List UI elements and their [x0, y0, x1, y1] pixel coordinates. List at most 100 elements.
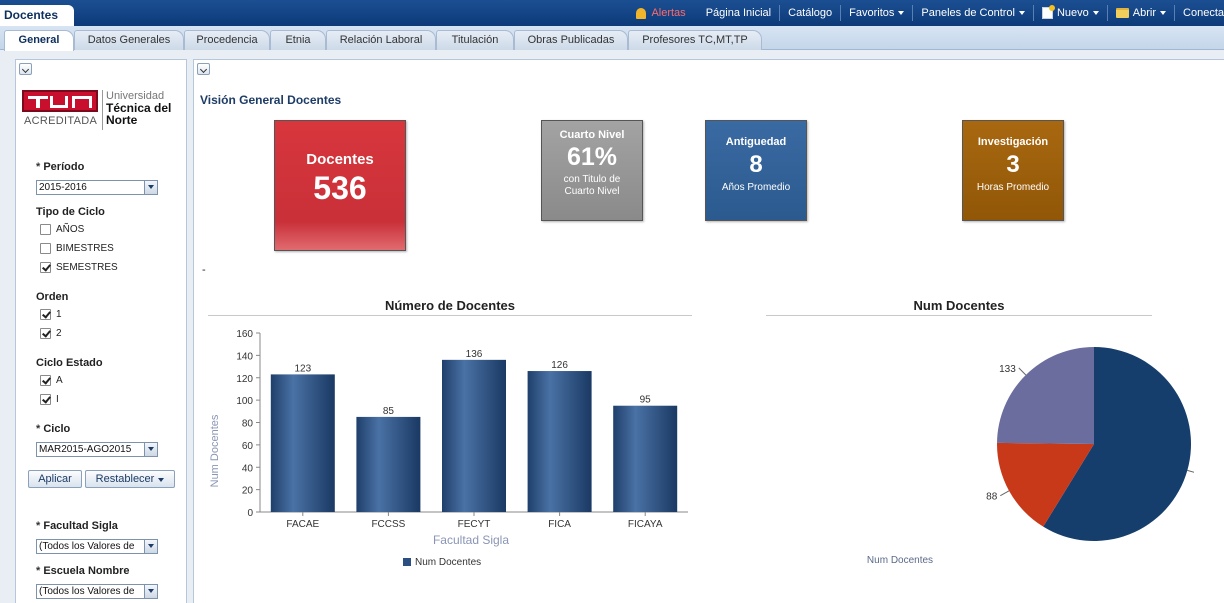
pie-leader-line — [1000, 490, 1010, 497]
university-logo: ACREDITADA Universidad Técnica del Norte — [22, 90, 182, 130]
bar-chart-x-axis-label: Facultad Sigla — [433, 533, 509, 547]
y-tick-label: 40 — [242, 463, 254, 474]
y-tick-label: 80 — [242, 419, 254, 430]
chevron-down-icon — [1092, 11, 1099, 15]
ciclo-select[interactable]: MAR2015-AGO2015 — [36, 442, 158, 457]
ciclo-estado-option-i[interactable]: I — [40, 394, 59, 405]
y-tick-label: 120 — [236, 374, 253, 385]
facultad-sigla-select[interactable]: (Todos los Valores de — [36, 539, 158, 554]
bar-ficaya[interactable] — [613, 405, 678, 512]
bar-value-label: 95 — [640, 395, 652, 406]
dashboards-menu[interactable]: Paneles de Control — [912, 5, 1033, 21]
tipo-ciclo-option-bimestres[interactable]: BIMESTRES — [40, 243, 114, 254]
checkbox-checked[interactable] — [40, 309, 51, 320]
y-tick-label: 140 — [236, 351, 253, 362]
chevron-down-icon — [898, 11, 905, 15]
favorites-menu[interactable]: Favoritos — [840, 5, 912, 21]
bar-fccss[interactable] — [356, 416, 421, 512]
y-tick-label: 100 — [236, 396, 253, 407]
bar-facae[interactable] — [270, 374, 335, 512]
ciclo-estado-option-a[interactable]: A — [40, 375, 63, 386]
connect-link[interactable]: Conecta — [1174, 5, 1224, 21]
x-tick-label: FACAE — [286, 519, 319, 530]
kpi-investigacion-tile: Investigación 3 Horas Promedio — [962, 120, 1064, 221]
tab-datos-generales[interactable]: Datos Generales — [74, 30, 184, 50]
facultad-sigla-label: * Facultad Sigla — [36, 520, 118, 532]
utn-logo-mark — [22, 90, 98, 112]
dashboard-tab-bar: General Datos Generales Procedencia Etni… — [0, 26, 1224, 51]
checkbox[interactable] — [40, 243, 51, 254]
alerts-label: Alertas — [651, 7, 686, 19]
reset-button[interactable]: Restablecer — [85, 470, 175, 488]
x-tick-label: FICA — [548, 519, 571, 530]
open-label: Abrir — [1132, 7, 1157, 19]
tab-profesores[interactable]: Profesores TC,MT,TP — [628, 30, 762, 50]
alerts-link[interactable]: Alertas — [628, 5, 697, 21]
pie-slice-contrato-sin-relacion-dependencia[interactable] — [997, 442, 1094, 527]
dropdown-arrow-icon[interactable] — [144, 443, 157, 456]
collapse-filter-panel-button[interactable] — [19, 63, 32, 75]
collapse-main-panel-button[interactable] — [197, 63, 210, 75]
escuela-nombre-select[interactable]: (Todos los Valores de — [36, 584, 158, 599]
pie-slice-contrato[interactable] — [1043, 347, 1191, 541]
kpi-cuarto-nivel-subtitle: con Titulo de Cuarto Nivel — [563, 174, 621, 197]
kpi-cuarto-nivel-title: Cuarto Nivel — [559, 129, 625, 141]
kpi-antiguedad-title: Antiguedad — [725, 136, 787, 148]
y-tick-label: 0 — [247, 508, 253, 519]
bar-value-label: 123 — [294, 363, 311, 374]
open-menu[interactable]: Abrir — [1106, 5, 1174, 21]
accredited-text: ACREDITADA — [24, 115, 98, 127]
kpi-cuarto-nivel-tile: Cuarto Nivel 61% con Titulo de Cuarto Ni… — [541, 120, 643, 221]
new-menu[interactable]: Nuevo — [1032, 5, 1107, 21]
bar-legend-label: Num Docentes — [415, 557, 481, 568]
home-link[interactable]: Página Inicial — [698, 5, 779, 21]
chevron-down-icon — [1160, 11, 1167, 15]
tab-procedencia[interactable]: Procedencia — [184, 30, 270, 50]
bar-legend-swatch — [403, 558, 411, 566]
pie-chart-title: Num Docentes — [913, 298, 1005, 313]
orden-option-2[interactable]: 2 — [40, 328, 62, 339]
checkbox-checked[interactable] — [40, 262, 51, 273]
orden-option-1[interactable]: 1 — [40, 309, 62, 320]
bell-icon — [636, 7, 647, 19]
chevron-down-icon — [1018, 11, 1025, 15]
ciclo-estado-label: Ciclo Estado — [36, 357, 103, 369]
pie-chart: 31588133 Num Docentes CONTRATOCONTRATO S… — [867, 347, 1194, 566]
tab-titulacion[interactable]: Titulación — [436, 30, 514, 50]
app-tab-docentes[interactable]: Docentes — [0, 5, 74, 26]
bar-chart-y-axis-label: Num Docentes — [209, 414, 221, 487]
apply-button[interactable]: Aplicar — [28, 470, 82, 488]
main-content-panel: Visión General Docentes Docentes 536 Cua… — [193, 59, 1224, 603]
pie-value-label: 133 — [999, 364, 1016, 375]
filter-panel: ACREDITADA Universidad Técnica del Norte… — [15, 59, 187, 603]
tab-obras-publicadas[interactable]: Obras Publicadas — [514, 30, 628, 50]
top-navigation: Alertas Página Inicial Catálogo Favorito… — [628, 0, 1224, 26]
dropdown-arrow-icon[interactable] — [144, 585, 157, 598]
dropdown-arrow-icon[interactable] — [144, 181, 157, 194]
bar-chart: 0 20 40 60 80 100 120 140 160 FACAE FCCSS FECYT FICA… — [209, 329, 688, 568]
checkbox-checked[interactable] — [40, 328, 51, 339]
orden-label: Orden — [36, 291, 69, 303]
y-tick-label: 20 — [242, 486, 254, 497]
tipo-ciclo-option-anos[interactable]: AÑOS — [40, 224, 84, 235]
periodo-select[interactable]: 2015-2016 — [36, 180, 158, 195]
connect-label: Conecta — [1183, 7, 1224, 19]
new-label: Nuevo — [1056, 7, 1089, 19]
checkbox-checked[interactable] — [40, 394, 51, 405]
tab-relacion-laboral[interactable]: Relación Laboral — [326, 30, 436, 50]
tipo-ciclo-label: Tipo de Ciclo — [36, 206, 105, 218]
kpi-docentes-title: Docentes — [306, 151, 374, 168]
tab-general[interactable]: General — [4, 30, 74, 51]
dropdown-arrow-icon[interactable] — [144, 540, 157, 553]
catalog-link[interactable]: Catálogo — [779, 5, 840, 21]
tipo-ciclo-option-semestres[interactable]: SEMESTRES — [40, 262, 118, 273]
chevron-down-icon — [158, 478, 165, 482]
pie-slice-nombramiento[interactable] — [997, 347, 1094, 444]
pie-leader-line — [1018, 367, 1027, 376]
checkbox-checked[interactable] — [40, 375, 51, 386]
checkbox[interactable] — [40, 224, 51, 235]
tab-etnia[interactable]: Etnia — [270, 30, 326, 50]
x-tick-label: FECYT — [458, 519, 491, 530]
bar-fica[interactable] — [527, 371, 592, 512]
bar-fecyt[interactable] — [442, 359, 506, 512]
